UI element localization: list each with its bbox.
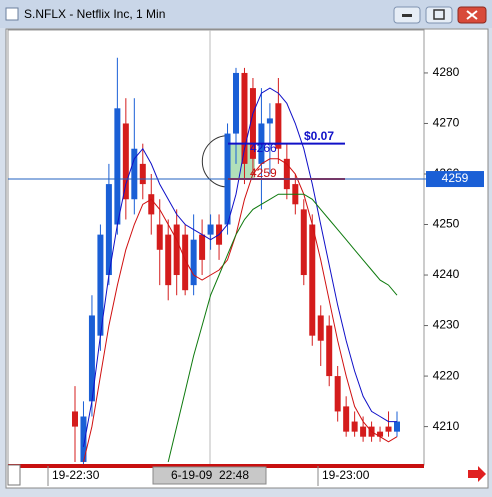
candle-body	[173, 224, 180, 276]
scroll-thumb[interactable]	[7, 464, 21, 486]
plot-layer: 4266 4259 $0.07	[72, 57, 400, 468]
candle-body	[122, 123, 129, 200]
candle-body	[139, 163, 146, 185]
candle-body	[385, 426, 392, 432]
close-icon	[466, 10, 478, 20]
crosshair-x-label: 6-19-09 22:48	[171, 468, 249, 482]
y-tick-label: 4220	[433, 368, 460, 382]
candle-body	[249, 88, 256, 159]
candle-body	[283, 158, 290, 190]
candle-body	[300, 209, 307, 276]
candle-body	[351, 421, 358, 432]
current-price-label: 4259	[442, 171, 469, 185]
candle-body	[334, 376, 341, 412]
candle-body	[190, 239, 197, 286]
candle-body	[97, 234, 104, 336]
window-title: S.NFLX - Netflix Inc, 1 Min	[24, 7, 165, 21]
measure-difference: $0.07	[304, 129, 334, 143]
candle-body	[131, 148, 138, 200]
scroll-right-arrow[interactable]	[468, 466, 486, 482]
candle-body	[105, 184, 112, 276]
candle-body	[275, 103, 282, 149]
app-icon	[5, 7, 19, 21]
candle-body	[199, 234, 206, 260]
candle-body	[148, 194, 155, 215]
candle-body	[326, 325, 333, 377]
candle-body	[182, 234, 189, 291]
scroll-track	[8, 464, 424, 468]
y-tick-label: 4210	[433, 419, 460, 433]
candle-body	[360, 426, 367, 437]
minimize-icon	[402, 14, 412, 17]
x-axis-label: 19-22:30	[52, 468, 100, 482]
plot-area	[7, 29, 425, 466]
candle-body	[317, 315, 324, 341]
y-tick-label: 4250	[433, 217, 460, 231]
candle-body	[343, 406, 350, 432]
measure-upper-label: 4266	[250, 141, 277, 155]
moving-average-line	[83, 158, 398, 463]
measure-lower-label: 4259	[250, 166, 277, 180]
candle-body	[88, 315, 95, 402]
candle-body	[266, 118, 273, 124]
candle-body	[377, 431, 384, 437]
x-axis-label: 19-23:00	[322, 468, 370, 482]
y-tick-label: 4280	[433, 65, 460, 79]
moving-average-line	[83, 87, 397, 447]
candle-body	[72, 411, 78, 427]
candle-body	[156, 224, 163, 250]
candle-body	[241, 72, 248, 164]
y-tick-label: 4230	[433, 318, 460, 332]
measure-handle	[201, 135, 229, 188]
candle-body	[233, 72, 239, 134]
candle-body	[114, 108, 121, 225]
candle-body	[80, 416, 87, 462]
moving-average-line	[167, 193, 398, 463]
crosshair-x-box	[152, 466, 267, 485]
maximize-icon	[433, 9, 445, 20]
y-tick-label: 4240	[433, 267, 460, 281]
candle-body	[207, 224, 214, 235]
maximize-button[interactable]	[425, 6, 453, 24]
y-tick-label: 4270	[433, 116, 460, 130]
current-price-box	[426, 171, 484, 188]
candle-body	[309, 224, 316, 336]
candle-body	[394, 421, 400, 432]
candle-body	[165, 234, 172, 286]
